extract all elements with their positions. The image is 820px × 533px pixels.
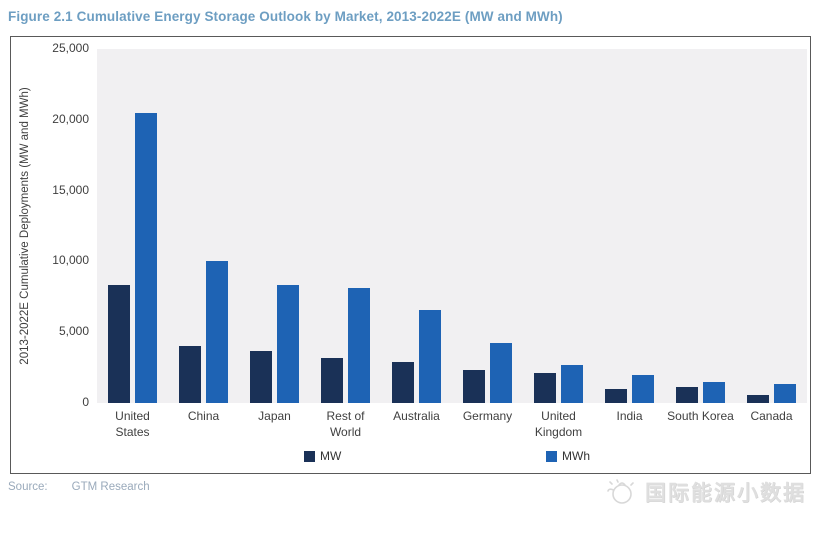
bar-group [310,49,381,403]
bar-mw-south-korea [676,386,698,403]
bar-group [452,49,523,403]
y-axis-tick-label: 5,000 [58,324,89,339]
bar-mw-australia [392,361,414,403]
bar-mw-india [605,388,627,403]
source-label: Source: [8,481,48,493]
bar-mw-rest-of-world [321,357,343,403]
bar-mw-united-kingdom [534,373,556,403]
y-axis-tick-label: 20,000 [52,111,89,126]
x-axis-label: United Kingdom [534,409,583,439]
bar-mwh-australia [419,309,441,403]
x-axis-label: United States [115,409,150,439]
x-axis-label: China [187,409,220,423]
y-axis-title: 2013-2022E Cumulative Deployments (MW an… [19,87,31,365]
legend-label: MW [320,449,342,463]
x-axis-label: Germany [462,409,513,423]
x-axis-label: Japan [258,409,291,423]
chart-area: 2013-2022E Cumulative Deployments (MW an… [10,36,811,474]
watermark-text: 国际能源小数据 [645,482,806,505]
legend-item-mwh: MWh [546,449,590,463]
legend-swatch-icon [304,450,315,462]
bar-mwh-south-korea [703,381,725,403]
bar-group [97,49,168,403]
y-axis-tick-label: 10,000 [52,253,89,268]
x-axis-label: Australia [393,409,440,423]
bar-mwh-rest-of-world [348,287,370,403]
bar-mwh-united-states [135,112,157,403]
bar-mwh-united-kingdom [561,365,583,403]
bar-mwh-china [206,261,228,403]
bar-mwh-germany [490,342,512,403]
legend-swatch-icon [546,450,557,462]
bar-group [594,49,665,403]
x-axis-label: Rest of World [326,409,365,439]
bar-mw-united-states [108,285,130,403]
x-axis-label: India [616,409,643,423]
bar-mwh-japan [277,284,299,403]
legend-label: MWh [562,449,590,463]
bar-mw-germany [463,369,485,403]
bar-group [736,49,807,403]
x-axis-label: South Korea [667,409,734,423]
bar-mw-canada [747,394,769,403]
bar-group [239,49,310,403]
bar-mwh-india [632,374,654,403]
plot-area [97,49,807,403]
bar-mw-japan [250,351,272,403]
bar-mw-china [179,346,201,403]
x-axis-label: Canada [750,409,793,423]
figure-title: Figure 2.1 Cumulative Energy Storage Out… [8,9,563,24]
watermark: 国际能源小数据 [605,477,806,507]
source-line: Source: GTM Research [8,481,150,493]
bar-mwh-canada [774,383,796,403]
source-value: GTM Research [71,481,150,493]
bar-group [523,49,594,403]
bar-group [168,49,239,403]
legend-item-mw: MW [304,449,341,463]
y-axis-tick-label: 25,000 [52,41,89,55]
bar-group [381,49,452,403]
y-axis-tick-label: 0 [82,395,89,409]
teapot-logo-icon [607,479,634,504]
bar-group [665,49,736,403]
y-axis-tick-label: 15,000 [52,182,89,197]
